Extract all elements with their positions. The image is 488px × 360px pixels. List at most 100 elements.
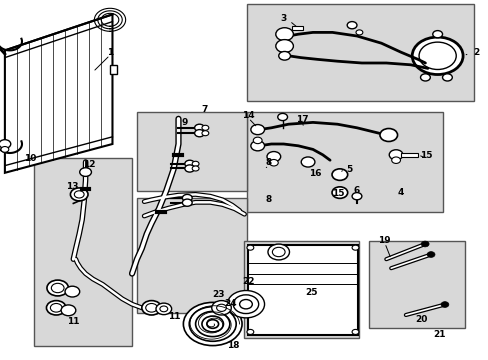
Circle shape bbox=[351, 329, 358, 334]
Circle shape bbox=[411, 37, 462, 75]
Circle shape bbox=[156, 303, 171, 315]
Text: 7: 7 bbox=[201, 105, 207, 114]
Circle shape bbox=[145, 303, 157, 312]
Text: 15: 15 bbox=[331, 189, 344, 198]
Circle shape bbox=[351, 245, 358, 250]
Bar bbox=[110, 65, 117, 74]
Bar bbox=[246, 112, 442, 212]
Circle shape bbox=[189, 307, 236, 341]
Circle shape bbox=[206, 320, 218, 328]
Circle shape bbox=[47, 280, 68, 296]
Circle shape bbox=[160, 306, 167, 312]
Bar bbox=[34, 158, 132, 346]
Circle shape bbox=[216, 304, 226, 311]
Circle shape bbox=[182, 199, 192, 206]
Circle shape bbox=[250, 141, 264, 151]
Text: 11: 11 bbox=[168, 311, 181, 320]
Text: 4: 4 bbox=[397, 188, 404, 197]
Text: 10: 10 bbox=[24, 154, 37, 163]
Circle shape bbox=[61, 305, 76, 316]
Circle shape bbox=[391, 157, 400, 163]
Bar bbox=[137, 198, 246, 313]
Circle shape bbox=[331, 187, 347, 198]
Circle shape bbox=[211, 301, 231, 315]
Circle shape bbox=[351, 193, 361, 200]
Circle shape bbox=[80, 168, 91, 176]
Circle shape bbox=[246, 245, 253, 250]
Bar bbox=[246, 4, 473, 101]
Text: 6: 6 bbox=[353, 186, 359, 195]
Circle shape bbox=[277, 113, 287, 121]
Circle shape bbox=[184, 165, 194, 172]
Circle shape bbox=[272, 247, 285, 257]
Circle shape bbox=[418, 42, 455, 69]
Bar bbox=[137, 112, 246, 191]
Text: 20: 20 bbox=[414, 315, 427, 324]
Text: 2: 2 bbox=[473, 48, 479, 57]
Text: 23: 23 bbox=[212, 290, 224, 299]
Text: 13: 13 bbox=[66, 182, 79, 191]
Circle shape bbox=[74, 191, 84, 198]
Text: 5: 5 bbox=[346, 165, 352, 174]
Circle shape bbox=[142, 301, 161, 315]
Bar bbox=[248, 245, 358, 335]
Circle shape bbox=[46, 301, 66, 315]
Circle shape bbox=[192, 161, 199, 166]
Text: 24: 24 bbox=[224, 299, 237, 307]
Circle shape bbox=[420, 74, 429, 81]
Circle shape bbox=[275, 28, 293, 41]
Text: 22: 22 bbox=[242, 277, 254, 286]
Text: 3: 3 bbox=[280, 14, 286, 23]
Circle shape bbox=[202, 131, 208, 136]
Circle shape bbox=[50, 303, 62, 312]
Circle shape bbox=[233, 295, 258, 314]
Circle shape bbox=[182, 194, 192, 202]
Text: 9: 9 bbox=[181, 118, 188, 127]
Polygon shape bbox=[5, 14, 112, 173]
Circle shape bbox=[442, 74, 451, 81]
Circle shape bbox=[65, 286, 80, 297]
Circle shape bbox=[253, 137, 262, 144]
Circle shape bbox=[355, 30, 362, 35]
Text: 14: 14 bbox=[242, 111, 254, 120]
Text: 11: 11 bbox=[67, 317, 80, 325]
Text: 18: 18 bbox=[227, 341, 240, 350]
Text: 17: 17 bbox=[295, 115, 308, 124]
Text: 8: 8 bbox=[265, 195, 271, 204]
Circle shape bbox=[301, 157, 314, 167]
Circle shape bbox=[51, 283, 64, 293]
Text: 25: 25 bbox=[305, 288, 318, 297]
Circle shape bbox=[432, 31, 442, 38]
Circle shape bbox=[250, 125, 264, 135]
Circle shape bbox=[0, 140, 11, 148]
Circle shape bbox=[227, 291, 264, 318]
Circle shape bbox=[379, 129, 397, 141]
Circle shape bbox=[195, 311, 229, 337]
Circle shape bbox=[346, 22, 356, 29]
Circle shape bbox=[184, 160, 194, 167]
Circle shape bbox=[246, 329, 253, 334]
Text: 19: 19 bbox=[378, 236, 390, 245]
Circle shape bbox=[192, 166, 199, 171]
Circle shape bbox=[266, 152, 280, 162]
Circle shape bbox=[388, 150, 402, 160]
Circle shape bbox=[1, 147, 9, 152]
Circle shape bbox=[70, 188, 88, 201]
Circle shape bbox=[278, 51, 290, 60]
Circle shape bbox=[427, 252, 434, 257]
Bar bbox=[368, 241, 464, 328]
Bar bbox=[400, 153, 417, 157]
Circle shape bbox=[331, 169, 347, 180]
Circle shape bbox=[202, 316, 223, 332]
Circle shape bbox=[202, 125, 208, 130]
Circle shape bbox=[267, 244, 289, 260]
Circle shape bbox=[440, 302, 448, 307]
Text: 15: 15 bbox=[419, 151, 432, 160]
Circle shape bbox=[269, 159, 278, 166]
Text: 21: 21 bbox=[432, 330, 445, 339]
Circle shape bbox=[194, 130, 204, 137]
Bar bbox=[292, 26, 303, 30]
Text: 12: 12 bbox=[82, 160, 95, 169]
Circle shape bbox=[183, 302, 242, 346]
Text: 1: 1 bbox=[107, 48, 113, 57]
